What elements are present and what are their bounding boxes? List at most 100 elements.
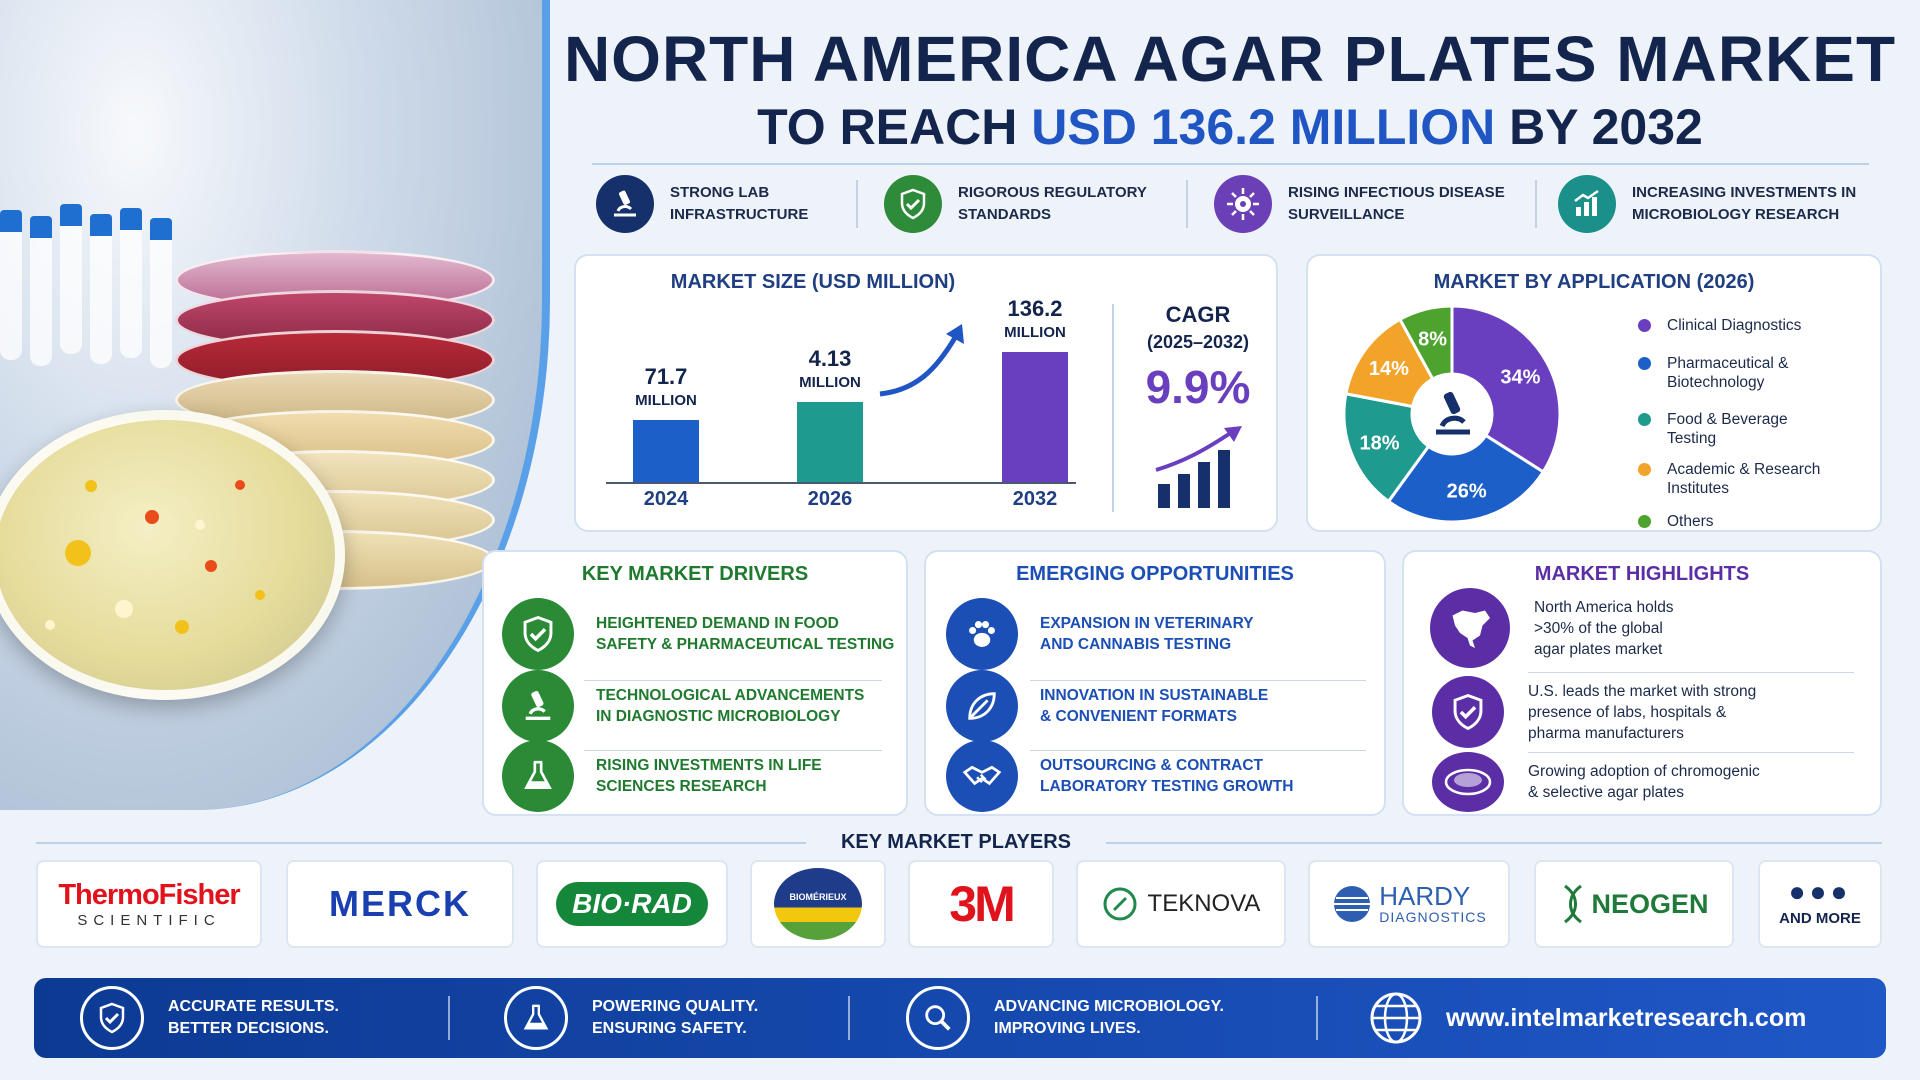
hardy-globe-icon [1334, 886, 1371, 922]
globe-icon [1370, 992, 1422, 1044]
cagr-growth-icon [1155, 426, 1242, 508]
footer-divider [1316, 996, 1318, 1040]
bar-2026 [797, 402, 863, 482]
footer-website[interactable]: www.intelmarketresearch.com [1368, 978, 1806, 1058]
bar-unit-label: MILLION [1004, 324, 1066, 341]
heading-line [1106, 842, 1882, 844]
logo-text: HARDY [1379, 881, 1471, 911]
donut-slice-label: 8% [1418, 328, 1447, 350]
highlights-card: MARKET HIGHLIGHTS North America holds >3… [1402, 550, 1882, 816]
legend-swatch [1638, 463, 1651, 476]
footer-divider [848, 996, 850, 1040]
opportunities-card: EMERGING OPPORTUNITIES EXPANSION IN VETE… [924, 550, 1386, 816]
more-dots-icon: ●●● [1788, 875, 1852, 907]
teknova-mark-icon [1103, 887, 1137, 921]
teknova-logo[interactable]: TEKNOVA [1076, 860, 1286, 948]
bar-value-label: 136.2 [1007, 296, 1063, 321]
header-divider [592, 163, 1869, 165]
feature-strip: STRONG LAB INFRASTRUCTURE RIGOROUS REGUL… [592, 175, 1882, 233]
players-heading: KEY MARKET PLAYERS [36, 831, 1882, 853]
legend-swatch [1638, 413, 1651, 426]
feature-divider [1535, 180, 1537, 228]
legend-item: Others [1638, 512, 1714, 531]
legend-swatch [1638, 319, 1651, 332]
legend-item: Clinical Diagnostics [1638, 316, 1801, 335]
bar-unit-label: MILLION [799, 374, 861, 391]
driver-label: RISING INVESTMENTS IN LIFE SCIENCES RESE… [596, 757, 822, 795]
legend-label: Pharmaceutical & Biotechnology [1667, 355, 1789, 391]
opportunities-title: EMERGING OPPORTUNITIES [1016, 563, 1294, 585]
feature-label: STRONG LAB INFRASTRUCTURE [670, 184, 809, 223]
row-divider [1528, 752, 1854, 753]
donut-slice-label: 26% [1447, 481, 1487, 503]
highlight-text: U.S. leads the market with strong presen… [1528, 682, 1757, 742]
subtitle-suffix: BY 2032 [1495, 99, 1703, 155]
opportunity-label: EXPANSION IN VETERINARY AND CANNABIS TES… [1040, 615, 1254, 653]
flask-icon [504, 986, 568, 1050]
legend-label: Clinical Diagnostics [1667, 317, 1802, 334]
subtitle-prefix: TO REACH [757, 99, 1032, 155]
legend-swatch [1638, 357, 1651, 370]
agar-plate-with-colonies [0, 410, 345, 700]
highlight-item: U.S. leads the market with strong presen… [1432, 676, 1756, 748]
market-size-title: MARKET SIZE (USD MILLION) [670, 271, 956, 293]
bar-2024 [633, 420, 699, 482]
test-tubes-illustration [0, 204, 200, 380]
cagr-period: (2025–2032) [1146, 332, 1250, 352]
more-players[interactable]: ●●● AND MORE [1758, 860, 1882, 948]
bar-category-label: 2026 [807, 488, 853, 510]
flask-icon [502, 740, 574, 812]
driver-item: TECHNOLOGICAL ADVANCEMENTS IN DIAGNOSTIC… [502, 670, 864, 742]
more-label: AND MORE [1779, 909, 1861, 927]
logo-text: NEOGEN [1591, 888, 1709, 919]
driver-item: RISING INVESTMENTS IN LIFE SCIENCES RESE… [502, 740, 822, 812]
petri-dish-icon [1432, 752, 1504, 812]
logo-text: TEKNOVA [1147, 890, 1261, 917]
north-america-map-icon [1430, 588, 1510, 668]
row-divider [584, 750, 882, 751]
page-title: NORTH AMERICA AGAR PLATES MARKET [563, 23, 1897, 95]
drivers-card: KEY MARKET DRIVERS HEIGHTENED DEMAND IN … [482, 550, 908, 816]
driver-label: TECHNOLOGICAL ADVANCEMENTS IN DIAGNOSTIC… [596, 687, 865, 725]
page-subtitle: TO REACH USD 136.2 MILLION BY 2032 [560, 98, 1900, 156]
dna-icon [1564, 884, 1583, 924]
website-link[interactable]: www.intelmarketresearch.com [1446, 1003, 1807, 1032]
footer-item: ADVANCING MICROBIOLOGY. IMPROVING LIVES. [906, 978, 1224, 1058]
neogen-logo[interactable]: NEOGEN [1534, 860, 1734, 948]
opportunity-label: OUTSOURCING & CONTRACT LABORATORY TESTIN… [1040, 757, 1294, 795]
donut-slice-label: 14% [1369, 358, 1409, 380]
legend-swatch [1638, 515, 1651, 528]
cagr-value: 9.9% [1145, 361, 1251, 413]
biomerieux-logo[interactable]: BIOMÉRIEUX [750, 860, 886, 948]
legend-label: Academic & Research Institutes [1667, 461, 1821, 497]
merck-logo[interactable]: MERCK [286, 860, 514, 948]
leaf-icon [946, 670, 1018, 742]
feature-label: RISING INFECTIOUS DISEASE SURVEILLANCE [1288, 184, 1505, 223]
subtitle-highlight: USD 136.2 MILLION [1031, 99, 1496, 155]
legend-label: Others [1667, 513, 1714, 530]
feature-divider [856, 180, 858, 228]
footer-item: ACCURATE RESULTS. BETTER DECISIONS. [80, 978, 339, 1058]
feature-item-investments: INCREASING INVESTMENTS IN MICROBIOLOGY R… [1558, 175, 1856, 233]
microscope-icon [596, 175, 654, 233]
legend-item: Pharmaceutical & Biotechnology [1638, 354, 1788, 392]
driver-label: HEIGHTENED DEMAND IN FOOD SAFETY & PHARM… [596, 615, 895, 653]
opportunity-label: INNOVATION IN SUSTAINABLE & CONVENIENT F… [1040, 687, 1269, 725]
donut-center [1412, 374, 1492, 454]
shield-check-icon [884, 175, 942, 233]
shield-check-icon [502, 598, 574, 670]
feature-divider [1186, 180, 1188, 228]
row-divider [1528, 672, 1854, 673]
row-divider [1030, 680, 1366, 681]
highlight-text: North America holds >30% of the global a… [1534, 598, 1674, 658]
logo-text: BIOMÉRIEUX [789, 892, 847, 902]
hardy-diagnostics-logo[interactable]: HARDY DIAGNOSTICS [1308, 860, 1510, 948]
bio-rad-logo[interactable]: BIO·RAD [536, 860, 728, 948]
3m-logo[interactable]: 3M [908, 860, 1054, 948]
legend-item: Academic & Research Institutes [1638, 460, 1820, 498]
thermo-fisher-logo[interactable]: ThermoFisher SCIENTIFIC [36, 860, 262, 948]
growth-arrow-icon [879, 324, 964, 397]
chart-baseline [606, 482, 1076, 484]
logo-text: BIO·RAD [556, 882, 708, 926]
row-divider [1030, 750, 1366, 751]
